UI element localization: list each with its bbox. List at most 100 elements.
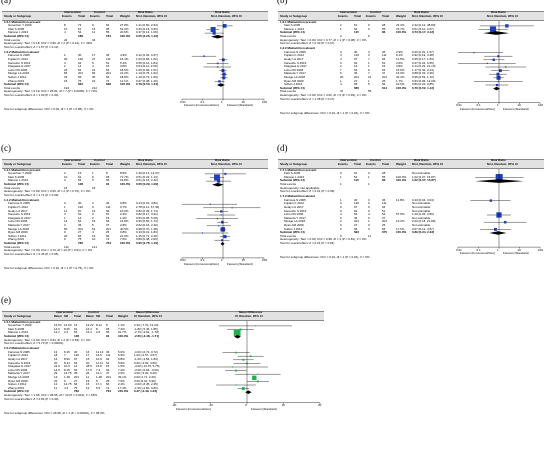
table-header — [2, 11, 268, 21]
total-events-label: Total events — [4, 185, 21, 190]
events-2: 9 — [92, 23, 94, 28]
events-1: 8 — [64, 23, 66, 28]
sd-2: 17.1 — [96, 382, 102, 387]
total-2: 54 — [106, 219, 110, 224]
total-1: 201 — [78, 226, 84, 231]
subtotal-ci: 0.55 [0.26, 1.16] — [136, 33, 159, 38]
effect-ci: 0.27 [0.01, 6.55] — [412, 60, 434, 65]
header-group1: Intervention — [340, 10, 358, 14]
header-plot-method: IV, Random, 95% CI — [235, 313, 263, 318]
study-name: Gunerhan Y 2009 — [8, 323, 32, 328]
header-total-2: Total — [382, 161, 389, 166]
study-name: Sultan J 2012 — [8, 233, 27, 238]
study-marker — [473, 52, 475, 54]
sd-2: 11.13 — [96, 349, 104, 354]
weight-value: 2.4% — [118, 382, 125, 387]
total-1: 54 — [78, 178, 82, 183]
total-events-label: Total events — [4, 37, 21, 42]
total-2: 54 — [382, 212, 386, 217]
forest-plot-svg — [181, 168, 265, 260]
effect-ci: 0.67 [0.38, 1.20] — [136, 78, 158, 83]
total-1: 30 — [78, 53, 82, 58]
total-1: 66 — [74, 382, 78, 387]
weight-value: 76.7% — [396, 26, 405, 31]
study-name: Fujitani K 2012 — [284, 201, 305, 206]
study-name: Klek S 2005 — [8, 26, 25, 31]
subtotal-weight: 100.0% — [120, 33, 131, 38]
total-events-label: Total events — [4, 244, 21, 249]
header-total-1: Total — [74, 313, 81, 318]
axis-tick-label: 10 — [517, 247, 521, 252]
effect-ci: 0.37 [0.13, 1.09] — [136, 30, 158, 35]
subtotal-label: Subtotal (95% CI) — [4, 181, 29, 186]
total-2: 25 — [106, 230, 110, 235]
forest-plot-d: (d) Intervention Control Risk Ratio Risk Rat… — [277, 144, 546, 300]
subgroup-title: 1.5.2 Malnutrition absent — [4, 346, 40, 351]
total-1: 14 — [74, 364, 78, 369]
total-events-2: 56 — [368, 89, 372, 94]
events-2: 24 — [92, 67, 96, 72]
header-group1: Intervention — [64, 10, 82, 14]
overall-effect-test: Test for overall effect: Z = 1.03 (P = 0… — [4, 93, 59, 97]
events-1: 10 — [64, 26, 68, 31]
events-1: 4 — [340, 212, 342, 217]
study-name: Ryan AM 2009 — [284, 223, 304, 227]
total-events-label: Total events — [280, 181, 297, 186]
study-marker — [222, 72, 226, 76]
subtotal-diamond — [245, 390, 252, 394]
events-1: 4 — [340, 57, 342, 61]
events-2: 7 — [368, 71, 370, 76]
effect-ci: -3.00 [-5.94, -0.06] — [134, 367, 159, 372]
total-1: 120 — [354, 53, 360, 58]
effect-ci: 1.03 [0.65, 1.62] — [136, 57, 158, 61]
subgroup-differences-test: Test for subgroup differences: Chi² = 0.… — [280, 110, 370, 115]
axis-tick-label: 0.1 — [476, 103, 481, 108]
header-group2: Control — [88, 310, 99, 314]
header-group2: Control — [94, 10, 105, 14]
effect-ci: 2.32 [-7.70, 12.34] — [134, 323, 159, 328]
study-name: Kaneobu S 2019 — [8, 60, 31, 65]
mean-2: 14.22 — [86, 323, 94, 328]
header-effect-method: M-H, Random, 95% CI — [136, 13, 167, 18]
header-weight: Weight — [118, 313, 128, 318]
sd-1: 4.4 — [64, 385, 69, 390]
weight-value: 7.0% — [120, 237, 127, 242]
study-marker — [492, 58, 495, 61]
subtotal-label: Subtotal (95% CI) — [280, 30, 305, 35]
header-total-1: Total — [354, 161, 361, 166]
study-marker — [203, 55, 205, 57]
effect-ci: Not estimable — [412, 215, 431, 220]
total-1: 61 — [354, 23, 358, 28]
total-2: 54 — [106, 67, 110, 72]
study-marker — [218, 225, 220, 227]
total-1: 36 — [354, 71, 358, 76]
events-1: 1 — [340, 174, 342, 179]
mean-1: 18 — [54, 353, 58, 358]
study-marker — [497, 80, 499, 82]
weight-value: 10.0% — [120, 208, 129, 213]
events-1: 0 — [340, 223, 342, 227]
total-1: 54 — [78, 67, 82, 72]
weight-value: 7.2% — [118, 326, 125, 331]
total-1: 120 — [74, 353, 80, 358]
subtotal-label: Subtotal (95% CI) — [280, 85, 305, 90]
panel-label: (e) — [1, 295, 11, 305]
study-name: Kitagawa H 2017 — [8, 364, 31, 369]
events-1: 2 — [340, 226, 342, 231]
events-2: 30 — [92, 75, 96, 79]
axis-tick-label: 1 — [497, 247, 499, 252]
sd-2: 2.6 — [96, 330, 101, 335]
total-2: 37 — [106, 223, 110, 227]
heterogeneity: Heterogeneity: Tau² = 0.19; Chi² = 25.81… — [4, 89, 98, 94]
study-name: Zhang 2019 — [8, 237, 25, 242]
subtotal-total-1: 188 — [78, 33, 84, 38]
total-2: 66 — [106, 233, 110, 238]
header-mean-2: Mean — [86, 313, 94, 318]
weight-value: 16.9% — [396, 71, 405, 76]
total-events-2: 1 — [368, 181, 370, 186]
subgroup-title: 1.2.2 Malnutrition absent — [4, 49, 40, 54]
favours-right-label: Favours [Standard] — [227, 261, 253, 266]
effect-ci: 2.00 [1.71, 2.29] — [134, 375, 156, 379]
sd-2: 8.12 — [96, 323, 102, 328]
events-2: 5 — [368, 82, 370, 87]
